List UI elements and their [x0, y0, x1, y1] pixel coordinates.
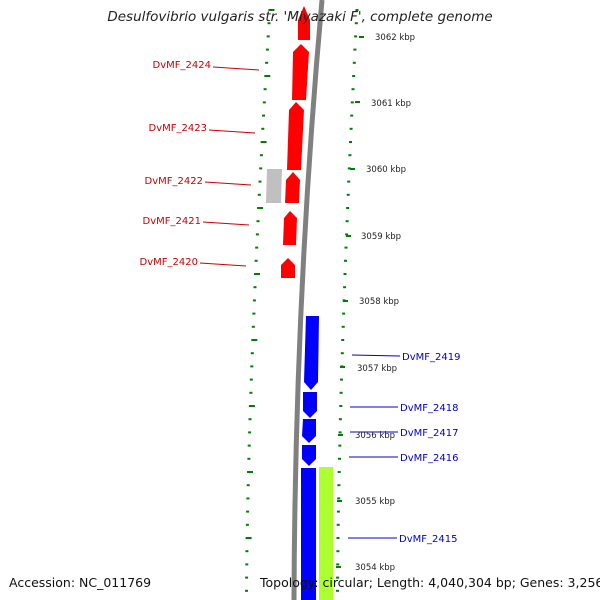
forward-gene-labels: DvMF_2424 DvMF_2423 DvMF_2422 DvMF_2421 … [140, 60, 260, 268]
leader-line [208, 129, 256, 134]
forward-strand-features [266, 6, 310, 278]
gene-label-dvmf-2421[interactable]: DvMF_2421 [143, 216, 201, 227]
gene-dvmf-2416-feature[interactable] [302, 445, 316, 466]
tick-label: 3060 kbp [366, 165, 406, 175]
gene-label-dvmf-2422[interactable]: DvMF_2422 [145, 176, 203, 187]
gene-dvmf-2424-feature[interactable] [292, 44, 309, 100]
gene-dvmf-2417-feature[interactable] [302, 419, 316, 443]
leader-line [212, 66, 260, 71]
gene-dvmf-2418-feature[interactable] [303, 392, 317, 418]
tick-label: 3062 kbp [375, 33, 415, 43]
gene-label-dvmf-2419[interactable]: DvMF_2419 [402, 352, 460, 363]
tick-label: 3057 kbp [357, 364, 397, 374]
tick-label: 3055 kbp [355, 497, 395, 507]
outer-tick-ring [336, 9, 359, 592]
gene-label-dvmf-2415[interactable]: DvMF_2415 [399, 534, 457, 545]
position-tick-labels: 3062 kbp 3061 kbp 3060 kbp 3059 kbp 3058… [336, 33, 415, 573]
tick-label: 3056 kbp [355, 431, 395, 441]
gene-dvmf-2422-feature[interactable] [285, 172, 300, 203]
misc-forward-feature [266, 169, 282, 203]
gene-dvmf-2421-feature[interactable] [283, 211, 297, 245]
tick-label: 3061 kbp [371, 99, 411, 109]
misc-reverse-feature [319, 467, 333, 600]
gene-dvmf-2423-feature[interactable] [287, 102, 304, 170]
leader-line [351, 354, 401, 357]
tick-label: 3058 kbp [359, 297, 399, 307]
leader-line [204, 181, 252, 186]
gene-label-dvmf-2417[interactable]: DvMF_2417 [400, 428, 458, 439]
gene-dvmf-2420-feature[interactable] [281, 258, 295, 278]
gene-top-partial [298, 6, 310, 40]
leader-line [199, 262, 247, 267]
gene-label-dvmf-2416[interactable]: DvMF_2416 [400, 453, 458, 464]
gene-dvmf-2415-feature[interactable] [301, 468, 316, 600]
tick-label: 3054 kbp [355, 563, 395, 573]
genome-summary-text: Topology: circular; Length: 4,040,304 bp… [260, 575, 600, 590]
gene-label-dvmf-2423[interactable]: DvMF_2423 [149, 123, 207, 134]
map-title: Desulfovibrio vulgaris str. 'Miyazaki F'… [107, 9, 493, 25]
genome-backbone [291, 0, 325, 600]
reverse-gene-labels: DvMF_2419 DvMF_2418 DvMF_2417 DvMF_2416 … [348, 352, 460, 545]
gene-dvmf-2419-feature[interactable] [304, 316, 319, 390]
leader-line [202, 221, 250, 226]
reverse-strand-features [301, 316, 333, 600]
gene-label-dvmf-2420[interactable]: DvMF_2420 [140, 257, 198, 268]
tick-label: 3059 kbp [361, 232, 401, 242]
accession-text: Accession: NC_011769 [9, 575, 152, 590]
inner-tick-ring [245, 9, 275, 592]
gene-label-dvmf-2424[interactable]: DvMF_2424 [153, 60, 211, 71]
gene-label-dvmf-2418[interactable]: DvMF_2418 [400, 403, 458, 414]
